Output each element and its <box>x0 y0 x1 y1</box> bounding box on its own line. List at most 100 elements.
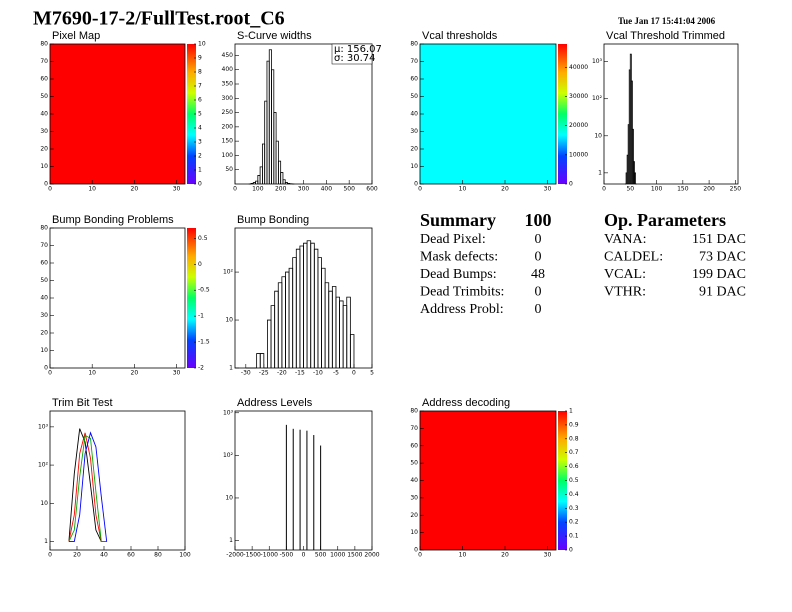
x-tick-label: 0 <box>302 552 306 559</box>
x-tick-label: 20 <box>501 186 509 193</box>
panel-title: Vcal thresholds <box>422 30 498 42</box>
z-tick-label: 0.8 <box>569 435 579 442</box>
x-tick-label: -15 <box>295 370 305 377</box>
hist-bin <box>282 179 286 184</box>
x-tick-label: 5 <box>370 370 374 377</box>
series-line <box>68 434 107 542</box>
y-tick-label: 1 <box>229 537 233 544</box>
x-tick-label: 30 <box>544 552 552 559</box>
x-tick-label: -20 <box>277 370 287 377</box>
y-tick-label: 60 <box>40 260 48 267</box>
y-tick-label: 10 <box>40 347 48 354</box>
z-tick-label: 0.7 <box>569 449 579 456</box>
x-tick-label: 20 <box>73 552 81 559</box>
z-tick-label: 0.3 <box>569 505 579 512</box>
z-tick-label: 0.2 <box>569 519 579 526</box>
parameter-label: VCAL: <box>604 267 646 282</box>
x-tick-label: 30 <box>173 186 181 193</box>
z-tick-label: 40000 <box>569 64 588 71</box>
y-tick-label: 10 <box>225 317 233 324</box>
panel-title: Bump Bonding Problems <box>52 214 174 226</box>
x-tick-label: 0 <box>602 186 606 193</box>
x-tick-label: -30 <box>241 370 251 377</box>
stats-box <box>331 43 373 65</box>
z-tick-label: 1 <box>198 167 202 174</box>
x-tick-label: 400 <box>321 186 333 193</box>
x-tick-label: 0 <box>352 370 356 377</box>
parameters-title: Op. Parameters <box>604 210 726 230</box>
z-tick-label: 30000 <box>569 93 588 100</box>
stats-text: σ: 30.74 <box>334 53 376 64</box>
z-tick-label: 0.5 <box>569 477 579 484</box>
x-tick-label: -1500 <box>243 552 261 559</box>
x-tick-label: 1000 <box>330 552 345 559</box>
y-tick-label: 0 <box>414 547 418 554</box>
series-line <box>68 431 108 542</box>
y-tick-label: 40 <box>40 295 48 302</box>
y-tick-label: 60 <box>410 442 418 449</box>
x-tick-label: 150 <box>677 186 689 193</box>
y-tick-label: 10 <box>225 494 233 501</box>
z-tick-label: 3 <box>198 139 202 146</box>
y-tick-label: 70 <box>410 425 418 432</box>
panel-title: Trim Bit Test <box>52 397 113 409</box>
y-tick-label: 40 <box>410 477 418 484</box>
z-tick-label: 5 <box>198 111 202 118</box>
y-tick-label: 10² <box>223 269 234 276</box>
x-tick-label: 10 <box>459 552 467 559</box>
map-fill <box>50 228 185 368</box>
x-tick-label: 500 <box>315 552 327 559</box>
z-tick-label: 0.6 <box>569 463 579 470</box>
z-tick-label: 4 <box>198 125 202 132</box>
y-tick-label: 20 <box>40 330 48 337</box>
y-tick-label: 10 <box>594 132 602 139</box>
y-tick-label: 10³ <box>223 409 234 416</box>
summary-label: Mask defects: <box>420 250 498 265</box>
summary-value: 0 <box>535 302 542 317</box>
y-tick-label: 200 <box>222 123 234 130</box>
parameter-label: VTHR: <box>604 285 646 300</box>
z-tick-label: 7 <box>198 83 202 90</box>
y-tick-label: 10 <box>40 500 48 507</box>
z-tick-label: -2 <box>198 365 204 372</box>
y-tick-label: 150 <box>222 138 234 145</box>
x-tick-label: 20 <box>131 370 139 377</box>
x-tick-label: 30 <box>544 186 552 193</box>
y-tick-label: 10² <box>223 452 234 459</box>
y-tick-label: 1 <box>598 169 602 176</box>
x-tick-label: 0 <box>48 370 52 377</box>
z-tick-label: 9 <box>198 55 202 62</box>
panel-title: Address decoding <box>422 397 510 409</box>
y-tick-label: 10³ <box>592 58 603 65</box>
x-tick-label: 100 <box>252 186 264 193</box>
summary-label: Dead Pixel: <box>420 232 486 247</box>
x-tick-label: 600 <box>366 186 378 193</box>
summary-value: 0 <box>535 232 542 247</box>
y-tick-label: 1 <box>44 538 48 545</box>
parameter-value: 199 DAC <box>692 267 746 282</box>
series-line <box>68 428 107 542</box>
x-tick-label: 40 <box>100 552 108 559</box>
z-tick-label: -0.5 <box>198 287 210 294</box>
x-tick-label: 300 <box>298 186 310 193</box>
x-tick-label: 10 <box>88 370 96 377</box>
y-tick-label: 250 <box>222 109 234 116</box>
z-tick-label: 0.9 <box>569 421 579 428</box>
y-tick-label: 10² <box>592 95 603 102</box>
y-tick-label: 70 <box>410 58 418 65</box>
y-tick-label: 50 <box>40 277 48 284</box>
y-tick-label: 300 <box>222 95 234 102</box>
frame <box>603 43 739 185</box>
z-tick-label: 2 <box>198 153 202 160</box>
x-tick-label: 2000 <box>364 552 379 559</box>
y-tick-label: 80 <box>40 225 48 232</box>
z-tick-label: 10 <box>198 41 206 48</box>
page-title: M7690-17-2/FullTest.root_C6 <box>33 8 285 30</box>
hist-bin <box>259 353 265 368</box>
y-tick-label: 350 <box>222 81 234 88</box>
x-tick-label: -500 <box>280 552 294 559</box>
y-tick-label: 10 <box>40 163 48 170</box>
z-tick-label: 8 <box>198 69 202 76</box>
y-tick-label: 50 <box>410 93 418 100</box>
